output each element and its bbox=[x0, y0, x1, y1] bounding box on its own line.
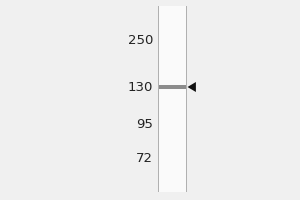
Polygon shape bbox=[188, 82, 196, 92]
Text: 250: 250 bbox=[128, 33, 153, 46]
Bar bbox=[159, 85, 186, 89]
Text: 72: 72 bbox=[136, 152, 153, 166]
Bar bbox=[159, 6, 186, 192]
Bar bbox=[158, 6, 159, 192]
Text: 130: 130 bbox=[128, 81, 153, 94]
Text: 95: 95 bbox=[136, 118, 153, 132]
Bar bbox=[186, 6, 187, 192]
